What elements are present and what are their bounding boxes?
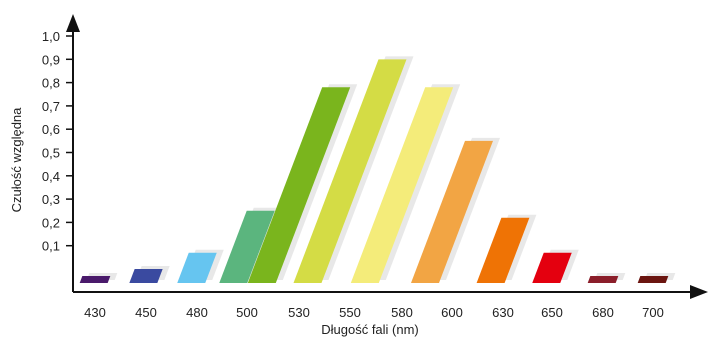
- bar-500: [219, 210, 275, 283]
- y-tick-label: 0,7: [42, 99, 60, 114]
- bar-450: [129, 269, 163, 283]
- bar-700: [637, 276, 669, 283]
- bar-430: [79, 276, 111, 283]
- x-tick-label: 700: [642, 305, 664, 320]
- bar-580: [350, 87, 454, 283]
- bar-600: [410, 140, 494, 283]
- y-axis-label: Czułość względna: [9, 107, 24, 213]
- y-tick-label: 0,3: [42, 192, 60, 207]
- axes-layer: [66, 14, 708, 299]
- bar-650: [532, 252, 572, 283]
- x-tick-label: 650: [541, 305, 563, 320]
- y-tick-label: 0,9: [42, 52, 60, 67]
- y-axis-arrow-icon: [66, 14, 80, 32]
- x-axis-label: Długość fali (nm): [321, 322, 419, 337]
- x-tick-label: 580: [391, 305, 413, 320]
- x-tick-label: 680: [592, 305, 614, 320]
- bar-480: [177, 252, 217, 283]
- x-tick-label: 530: [288, 305, 310, 320]
- x-tick-label: 500: [236, 305, 258, 320]
- y-tick-label: 0,4: [42, 169, 60, 184]
- x-ticks: 430 450 480 500 530 550 580 600 630 650 680 700: [84, 305, 664, 320]
- x-tick-label: 600: [441, 305, 463, 320]
- x-tick-label: 550: [339, 305, 361, 320]
- y-ticks: 0,1 0,2 0,3 0,4 0,5 0,6 0,7 0,8 0,9 1,0: [42, 29, 73, 254]
- bar-630: [476, 217, 530, 283]
- bar-680: [587, 276, 619, 283]
- bar-550: [293, 59, 407, 283]
- x-tick-label: 480: [186, 305, 208, 320]
- x-axis-arrow-icon: [690, 285, 708, 299]
- x-tick-label: 430: [84, 305, 106, 320]
- y-tick-label: 0,1: [42, 239, 60, 254]
- x-tick-label: 630: [492, 305, 514, 320]
- y-tick-label: 0,8: [42, 76, 60, 91]
- y-tick-label: 0,2: [42, 215, 60, 230]
- bars-layer: [79, 56, 676, 283]
- y-tick-label: 1,0: [42, 29, 60, 44]
- y-tick-label: 0,6: [42, 122, 60, 137]
- bar-530: [247, 87, 351, 283]
- x-tick-label: 450: [135, 305, 157, 320]
- y-tick-label: 0,5: [42, 146, 60, 161]
